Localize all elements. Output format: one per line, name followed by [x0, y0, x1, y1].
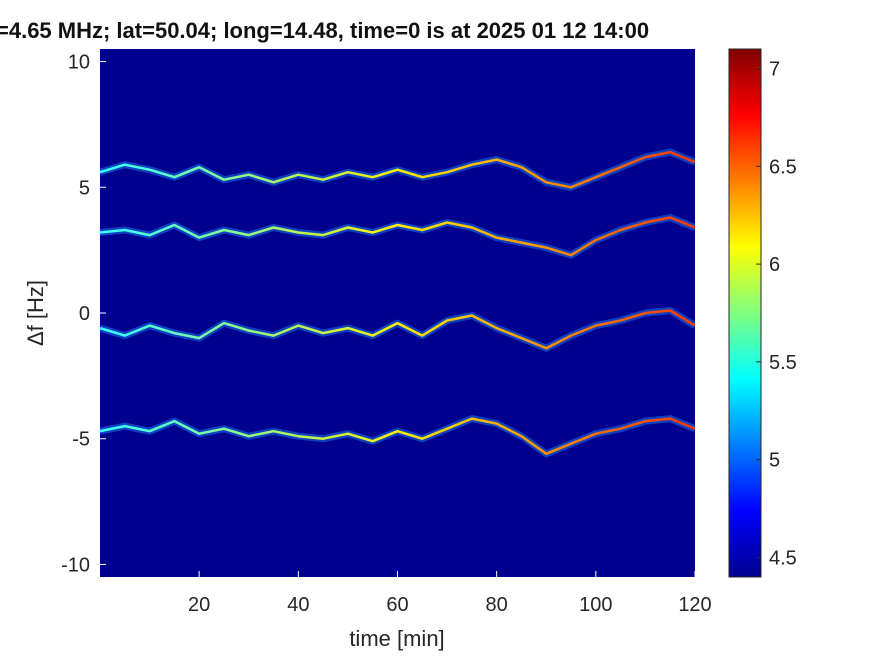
x-tick-label: 100 — [579, 594, 612, 616]
y-tick-label: -5 — [72, 429, 90, 451]
trace-line — [100, 150, 695, 189]
colorbar-tick-label: 6.5 — [769, 156, 797, 178]
colorbar-tick-label: 7 — [769, 59, 780, 81]
y-axis-label: Δf [Hz] — [23, 280, 48, 346]
x-tick-label: 40 — [287, 594, 309, 616]
y-tick-label: 0 — [79, 303, 90, 325]
x-tick-label: 20 — [188, 594, 210, 616]
plot-area — [100, 49, 695, 577]
y-axis-ticks: 10 5 0 -5 -10 — [61, 52, 106, 576]
colorbar-tick-label: 4.5 — [769, 547, 797, 569]
colorbar-tick-label: 5.5 — [769, 352, 797, 374]
x-tick-label: 120 — [678, 594, 711, 616]
x-axis-label: time [min] — [349, 626, 444, 651]
y-tick-label: 5 — [79, 177, 90, 199]
trace-line — [100, 309, 695, 350]
y-tick-label: 10 — [68, 52, 90, 74]
trace-line — [100, 216, 695, 257]
chart-title: =4.65 MHz; lat=50.04; long=14.48, time=0… — [0, 18, 649, 43]
colorbar-tick-label: 6 — [769, 254, 780, 276]
x-tick-label: 60 — [386, 594, 408, 616]
x-tick-label: 80 — [486, 594, 508, 616]
x-axis-ticks: 20 40 60 80 100 120 — [188, 571, 712, 616]
colorbar — [728, 48, 762, 578]
trace-line — [100, 417, 695, 456]
colorbar-tick-label: 5 — [769, 450, 780, 472]
colorbar-ticks: 7 6.5 6 5.5 5 4.5 — [756, 59, 797, 569]
traces-layer — [100, 148, 695, 458]
y-tick-label: -10 — [61, 554, 90, 576]
